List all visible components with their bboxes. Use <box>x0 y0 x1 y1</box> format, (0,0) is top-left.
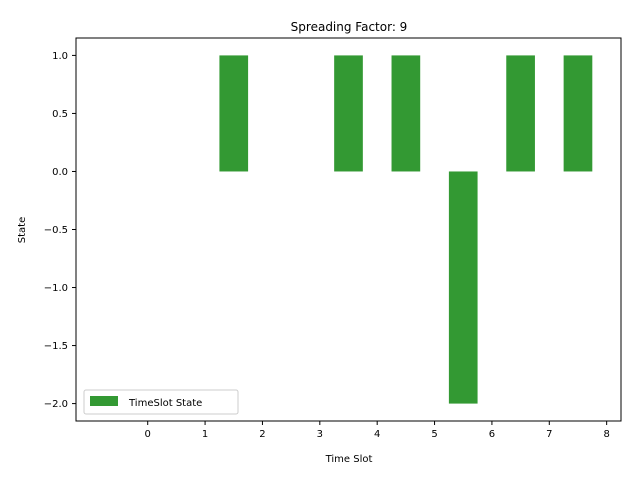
y-axis-ticks: 1.0 0.5 0.0 −0.5 −1.0 −1.5 −2.0 <box>44 51 76 410</box>
y-axis-label: State <box>17 217 28 243</box>
legend-label: TimeSlot State <box>128 398 202 409</box>
x-tick-label: 2 <box>259 429 265 440</box>
y-tick-label: 0.0 <box>52 167 68 178</box>
bar-1 <box>334 55 363 172</box>
x-tick-label: 5 <box>431 429 437 440</box>
x-axis-label: Time Slot <box>325 454 373 465</box>
x-tick-label: 6 <box>489 429 495 440</box>
chart-title: Spreading Factor: 9 <box>291 20 408 34</box>
bar-3 <box>448 171 478 404</box>
y-tick-label: −0.5 <box>44 225 68 236</box>
x-tick-label: 0 <box>145 429 151 440</box>
x-axis-ticks: 0 1 2 3 4 5 6 7 8 <box>145 421 610 440</box>
x-tick-label: 8 <box>603 429 609 440</box>
bar-5 <box>563 55 593 172</box>
legend: TimeSlot State <box>83 389 239 415</box>
bars <box>219 55 593 404</box>
legend-box <box>83 389 239 415</box>
x-tick-label: 3 <box>317 429 323 440</box>
y-tick-label: 0.5 <box>52 109 68 120</box>
y-tick-label: −1.0 <box>44 283 68 294</box>
bar-0 <box>219 55 249 172</box>
x-tick-label: 4 <box>374 429 380 440</box>
y-tick-label: 1.0 <box>52 51 68 62</box>
x-tick-label: 7 <box>546 429 552 440</box>
bar-2 <box>391 55 421 172</box>
y-tick-label: −1.5 <box>44 341 68 352</box>
y-tick-label: −2.0 <box>44 399 68 410</box>
bar-4 <box>506 55 535 172</box>
x-tick-label: 1 <box>202 429 208 440</box>
legend-swatch <box>90 396 118 406</box>
